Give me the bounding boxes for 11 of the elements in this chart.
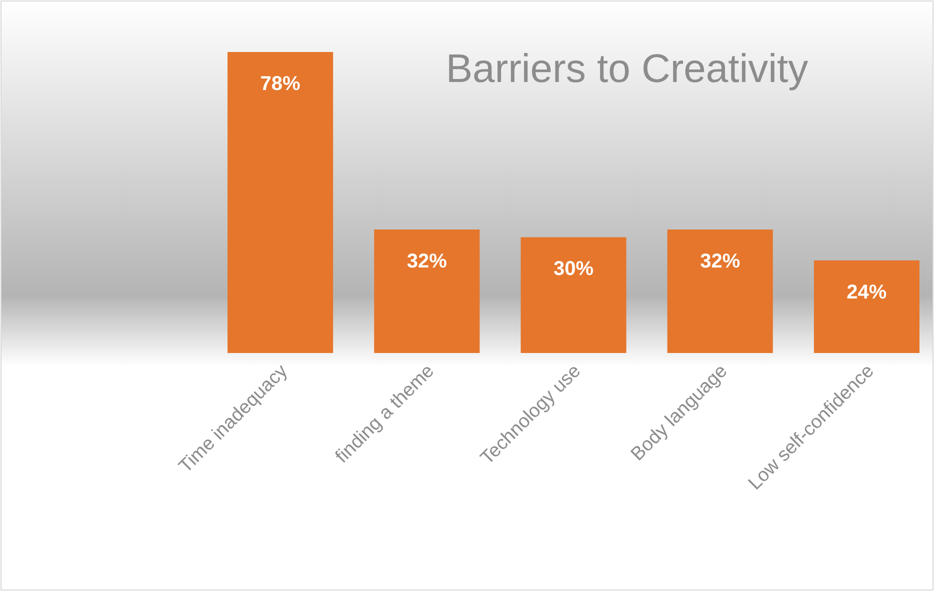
- bar: [374, 230, 480, 353]
- data-label: 24%: [846, 281, 887, 304]
- data-label: 78%: [260, 73, 301, 95]
- chart-title: Barriers to Creativity: [446, 47, 808, 91]
- data-label: 32%: [700, 250, 740, 273]
- bar: [667, 230, 773, 353]
- bar: [228, 52, 334, 353]
- bar: [520, 237, 626, 353]
- bar: [814, 260, 920, 353]
- data-label: 32%: [406, 250, 448, 273]
- data-label: 30%: [553, 258, 594, 280]
